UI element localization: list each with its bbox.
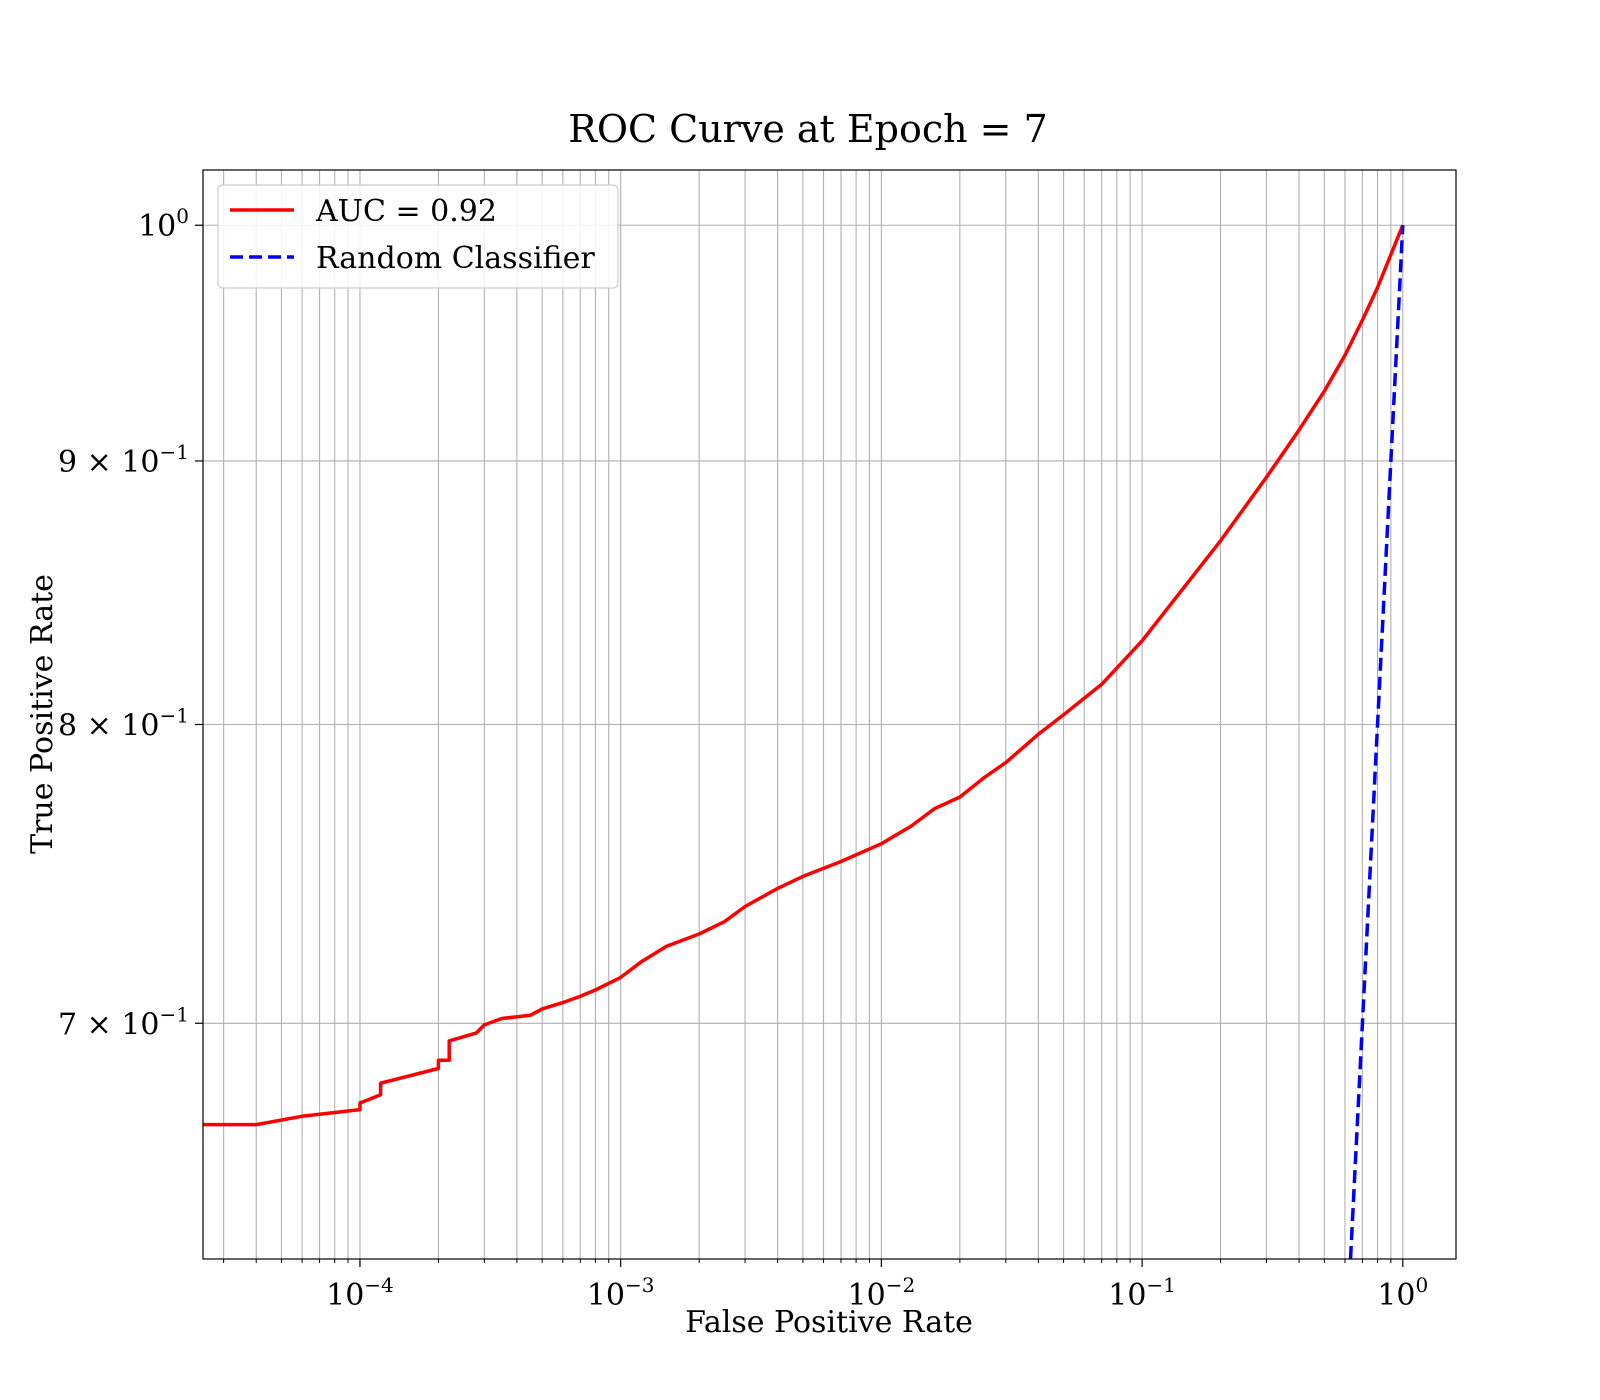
x-tick-label: 10−3 — [587, 1273, 655, 1313]
legend-label-random: Random Classifier — [316, 241, 595, 276]
x-axis-label: False Positive Rate — [685, 1305, 973, 1340]
legend-label-auc: AUC = 0.92 — [315, 194, 497, 229]
x-tick-label: 10−2 — [848, 1273, 916, 1313]
plot-frame — [202, 169, 1457, 1260]
roc-curve-line — [203, 224, 1405, 1127]
axis-ticks: 10−4 10−3 10−2 10−1 100 100 9 × 10−1 8 × 10−1 7 … — [58, 204, 1428, 1313]
chart-title: ROC Curve at Epoch = 7 — [568, 107, 1048, 151]
y-tick-label: 7 × 10−1 — [58, 1002, 189, 1042]
y-tick-label: 9 × 10−1 — [58, 440, 189, 480]
plot-series — [203, 224, 1405, 1260]
legend-box — [217, 184, 619, 289]
legend: AUC = 0.92 Random Classifier — [217, 184, 619, 289]
x-tick-label: 100 — [1377, 1273, 1428, 1313]
random-classifier-line — [1348, 225, 1405, 1260]
x-tick-label: 10−4 — [326, 1273, 394, 1313]
y-tick-label: 8 × 10−1 — [58, 704, 189, 744]
y-tick-label: 100 — [138, 204, 189, 244]
x-tick-label: 10−1 — [1108, 1273, 1176, 1313]
grid-lines — [203, 170, 1456, 1259]
y-axis-label: True Positive Rate — [25, 574, 60, 854]
